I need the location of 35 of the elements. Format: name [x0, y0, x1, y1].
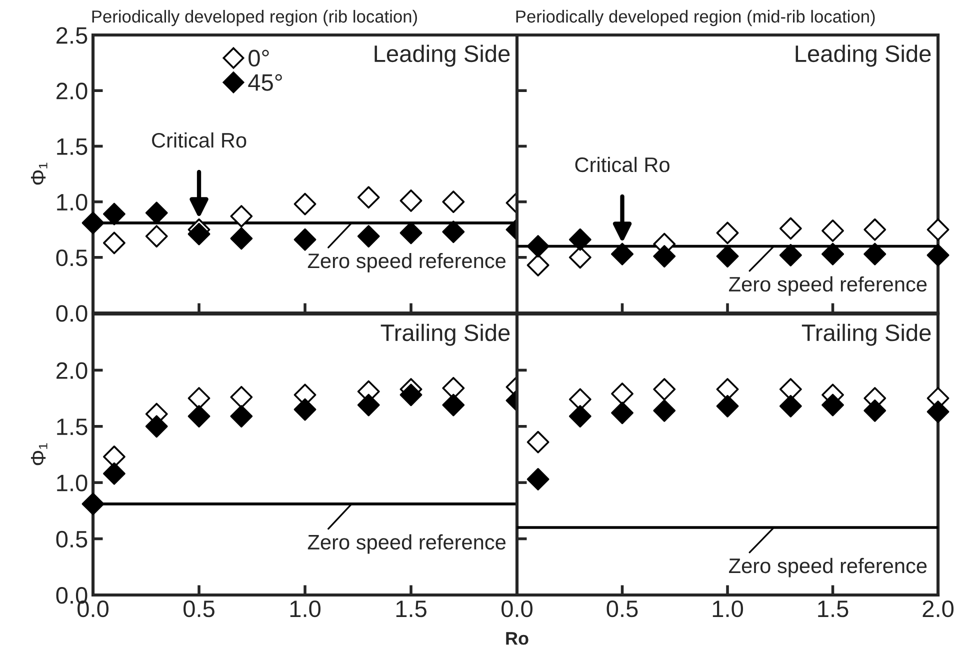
annotation: Critical Ro: [575, 156, 670, 172]
annotation: Leading Side: [374, 44, 510, 67]
y-tick-label: 0.5: [56, 249, 88, 266]
x-tick-label: 2.0: [922, 600, 954, 618]
x-tick-label: 0.5: [184, 600, 214, 618]
x-tick-label: 1.5: [396, 600, 426, 618]
annotation: Critical Ro: [152, 132, 246, 148]
x-tick-label: 0.5: [606, 600, 638, 618]
annotation: Trailing Side: [380, 324, 510, 346]
y-tick-label: 2.0: [56, 362, 88, 379]
chart-title: Periodically developed region (rib location): [92, 10, 417, 26]
y-tick-label: 1.5: [57, 138, 88, 155]
ref-line-label: Zero speed reference: [308, 252, 506, 272]
x-tick-label: 0.0: [502, 600, 532, 618]
y-tick-label: 1.5: [57, 418, 88, 436]
legend-label: 0°: [248, 50, 269, 67]
x-axis-title: Ro: [506, 632, 528, 645]
x-tick-label: 1.5: [818, 600, 848, 618]
ref-line-label: Zero speed reference: [308, 534, 506, 554]
y-tick-label: 1.0: [57, 194, 88, 211]
annotation: Trailing Side: [802, 324, 931, 346]
x-tick-label: 1.0: [290, 600, 320, 618]
x-tick-label: 1.0: [712, 600, 744, 618]
annotation: Leading Side: [796, 44, 931, 67]
y-tick-label: 2.5: [56, 27, 88, 44]
y-tick-label: 0.5: [56, 530, 88, 548]
ref-line-label: Zero speed reference: [728, 558, 927, 578]
legend-label: Zero speed reference: [728, 276, 927, 296]
y-tick-label: 0.0: [56, 305, 88, 322]
y-tick-label: 2.0: [56, 82, 88, 100]
chart-title: Periodically developed region (mid-rib location): [516, 10, 875, 26]
y-tick-label: 1.0: [57, 474, 88, 492]
y-axis-title: Φ₁: [31, 162, 48, 185]
y-axis-title: Φ₁: [31, 443, 48, 466]
legend-label: 45°: [248, 74, 282, 91]
